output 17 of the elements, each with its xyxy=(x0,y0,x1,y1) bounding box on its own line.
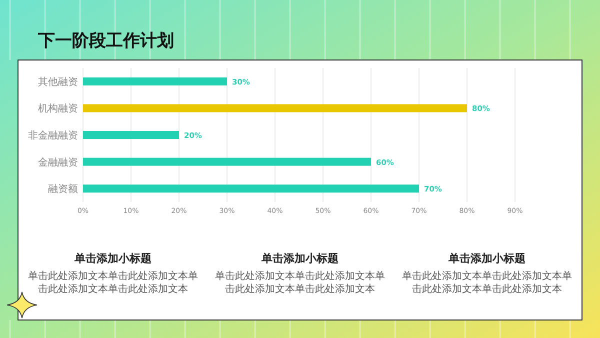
y-tick-label: 其他融资 xyxy=(38,76,78,88)
bar xyxy=(83,131,179,139)
bar xyxy=(83,104,467,112)
text: 单击添加小标题 xyxy=(260,252,338,265)
y-tick-label: 机构融资 xyxy=(38,102,78,115)
chart-title: 下一阶段工作计划 xyxy=(37,31,174,51)
text: 单击添加小标题 xyxy=(448,252,526,265)
bar xyxy=(83,158,371,166)
y-tick-label: 金融融资 xyxy=(38,156,78,168)
text: 单击添加小标题 xyxy=(74,252,152,265)
y-tick-label: 融资额 xyxy=(48,183,78,196)
y-tick-label: 非金融融资 xyxy=(28,130,78,142)
text: 单击此处添加文本单击此处添加文本单击此处添加文本单击此处添加文本 xyxy=(215,270,385,295)
text: 单击此处添加文本单击此处添加文本单击此处添加文本单击此处添加文本 xyxy=(402,270,572,295)
bar xyxy=(83,77,227,86)
text: 单击此处添加文本单击此处添加文本单击此处添加文本单击此处添加文本 xyxy=(28,270,198,295)
bar xyxy=(83,184,419,193)
